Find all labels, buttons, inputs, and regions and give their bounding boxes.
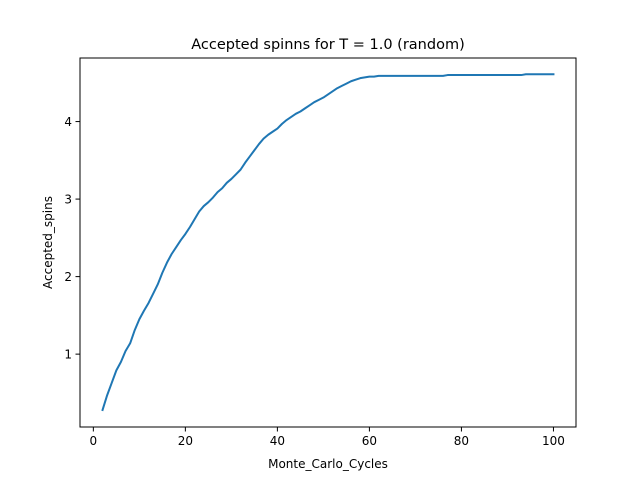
y-tick-label: 4 [64,115,72,129]
axis-ticks: 0 20 40 60 80 100 1 2 3 4 [64,115,565,448]
x-tick-label: 40 [270,434,285,448]
x-axis-label: Monte_Carlo_Cycles [268,457,388,471]
chart-title: Accepted spinns for T = 1.0 (random) [191,37,464,53]
y-tick-label: 3 [64,193,72,207]
x-tick-label: 20 [178,434,193,448]
x-tick-label: 100 [542,434,565,448]
plot-area [101,73,555,412]
y-tick-label: 2 [64,270,72,284]
y-tick-label: 1 [64,348,72,362]
y-axis-label: Accepted_spins [41,196,55,289]
axes-frame [79,57,577,428]
x-tick-label: 60 [362,434,377,448]
x-tick-label: 0 [90,434,98,448]
series-line [101,73,555,412]
x-tick-label: 80 [454,434,469,448]
